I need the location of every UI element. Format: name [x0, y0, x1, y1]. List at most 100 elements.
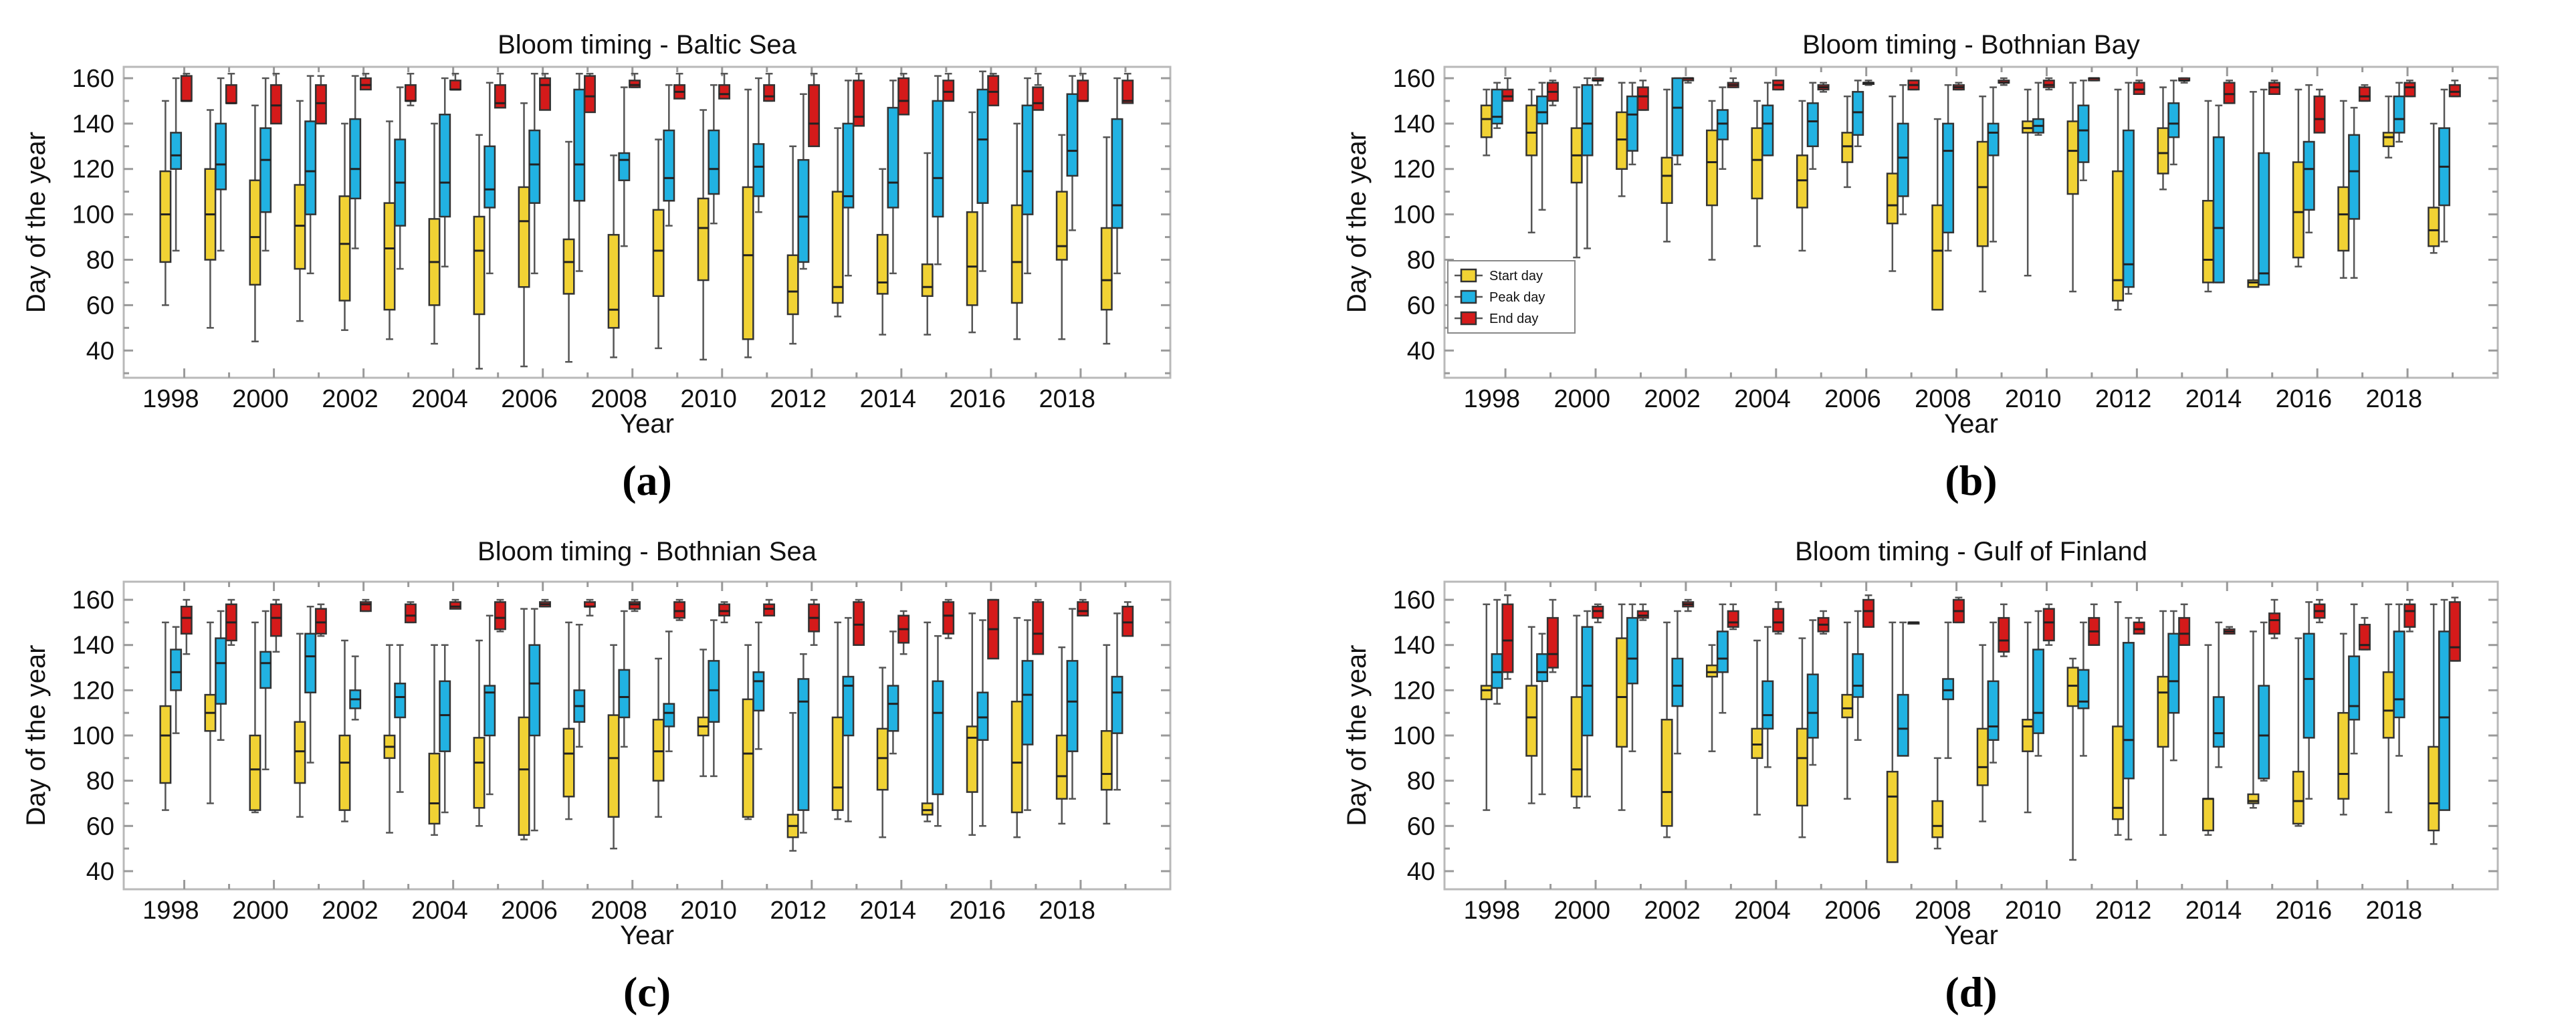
box-end-1999 [1546, 80, 1559, 106]
box-start-2005 [1796, 637, 1808, 838]
box-iqr [2112, 725, 2125, 820]
box-end-2011 [763, 598, 776, 616]
box-iqr [2157, 675, 2169, 748]
box-peak-2012 [2122, 82, 2135, 295]
box-iqr [1570, 696, 1583, 798]
box-peak-2019 [2438, 598, 2451, 811]
box-peak-2015 [932, 635, 944, 827]
box-iqr [1806, 673, 1819, 739]
chart-panel-3: Bloom timing - Bothnian Sea 40 60 80 100 120 1… [21, 537, 1172, 1016]
box-iqr [853, 601, 865, 646]
y-tick-label: 80 [86, 768, 114, 796]
box-peak-2017 [2348, 603, 2361, 755]
box-end-2018 [2403, 80, 2416, 98]
box-start-2003 [383, 644, 396, 834]
box-iqr [897, 77, 910, 116]
y-tick-label: 120 [72, 677, 114, 705]
y-tick-label: 40 [86, 858, 114, 886]
box-iqr [1581, 626, 1594, 737]
box-end-2004 [449, 598, 461, 610]
box-iqr [1852, 91, 1864, 136]
box-iqr [607, 233, 620, 329]
box-end-2007 [1907, 80, 1920, 91]
x-tick-label: 2002 [322, 897, 379, 925]
box-iqr [2223, 82, 2236, 104]
box-end-2005 [1817, 610, 1830, 635]
box-end-2010 [2042, 603, 2055, 646]
box-start-1998 [1480, 603, 1493, 811]
box-iqr [528, 644, 541, 737]
box-iqr [797, 158, 810, 263]
x-tick-label: 2018 [1039, 385, 1096, 413]
box-iqr [2212, 136, 2225, 283]
box-iqr [1862, 598, 1875, 628]
box-end-2017 [2358, 84, 2371, 102]
box-end-2001 [1636, 603, 1649, 621]
box-peak-2007 [1897, 84, 1909, 215]
box-iqr [876, 727, 889, 791]
box-peak-2014 [2212, 104, 2225, 283]
box-iqr [1055, 734, 1068, 800]
box-peak-2002 [349, 75, 362, 249]
box-start-2006 [1841, 95, 1854, 189]
box-iqr [1111, 118, 1123, 229]
box-iqr [987, 75, 1000, 106]
box-iqr [428, 752, 441, 825]
box-iqr [2077, 104, 2090, 163]
box-iqr [439, 114, 451, 218]
box-end-2014 [897, 610, 910, 655]
box-start-1999 [1525, 88, 1538, 234]
y-tick-label: 100 [72, 201, 114, 229]
box-iqr [1525, 104, 1538, 156]
box-end-2012 [2133, 616, 2145, 635]
box-end-2015 [2268, 598, 2281, 639]
box-iqr [1998, 616, 2010, 653]
y-axis-label: Day of the year [1342, 645, 1372, 826]
box-start-2013 [2157, 86, 2169, 191]
box-iqr [2022, 120, 2034, 134]
box-iqr [484, 145, 496, 209]
box-start-2018 [1055, 134, 1068, 340]
box-iqr [562, 727, 575, 798]
box-iqr [1706, 129, 1719, 207]
box-peak-2002 [1671, 77, 1684, 166]
x-tick-label: 1998 [1464, 897, 1521, 925]
x-tick-label: 2004 [411, 385, 468, 413]
y-axis-label: Day of the year [1342, 132, 1372, 313]
box-iqr [2337, 711, 2350, 800]
box-peak-2000 [1581, 610, 1594, 798]
chart-panel-1: Bloom timing - Baltic Sea 40 60 80 100 120 140… [21, 30, 1172, 504]
box-iqr [2348, 655, 2361, 721]
x-tick-label: 2012 [770, 385, 827, 413]
y-tick-label: 80 [86, 247, 114, 275]
box-end-2006 [1862, 594, 1875, 628]
box-peak-2004 [1761, 82, 1774, 156]
box-peak-2007 [573, 624, 586, 748]
box-iqr [752, 143, 765, 197]
box-end-1998 [1501, 77, 1514, 102]
box-peak-2019 [2438, 88, 2451, 243]
x-tick-label: 2002 [322, 385, 379, 413]
box-start-2012 [786, 145, 799, 345]
box-iqr [159, 170, 172, 263]
box-iqr [607, 714, 620, 818]
x-tick-label: 2002 [1644, 897, 1701, 925]
box-iqr [887, 106, 899, 209]
box-start-2017 [2337, 100, 2350, 279]
box-iqr [1806, 102, 1819, 148]
y-axis-label: Day of the year [21, 132, 51, 313]
box-iqr [314, 84, 327, 125]
box-start-2010 [2022, 621, 2034, 814]
x-tick-label: 2004 [411, 897, 468, 925]
box-start-2019 [1100, 136, 1113, 345]
box-peak-2009 [663, 631, 675, 752]
x-tick-label: 2006 [1824, 897, 1881, 925]
y-tick-label: 80 [1407, 247, 1435, 275]
box-iqr [2302, 633, 2315, 739]
box-end-2012 [808, 72, 821, 148]
box-start-2009 [1976, 644, 1989, 822]
box-iqr [1480, 685, 1493, 701]
box-iqr [1525, 685, 1538, 757]
box-peak-2001 [304, 75, 317, 275]
x-tick-label: 2012 [770, 897, 827, 925]
